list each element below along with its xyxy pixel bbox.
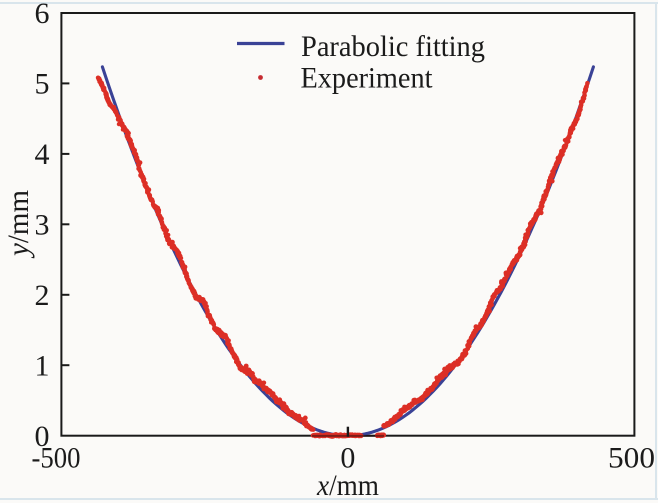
svg-text:6: 6 bbox=[35, 0, 50, 30]
svg-text:4: 4 bbox=[35, 138, 50, 171]
svg-text:500: 500 bbox=[608, 441, 655, 474]
svg-text:-500: -500 bbox=[32, 441, 81, 474]
svg-text:5: 5 bbox=[35, 68, 50, 101]
svg-text:Experiment: Experiment bbox=[301, 62, 434, 95]
svg-text:y/mm: y/mm bbox=[2, 190, 35, 259]
svg-text:1: 1 bbox=[35, 349, 50, 382]
svg-text:Parabolic fitting: Parabolic fitting bbox=[301, 30, 485, 63]
svg-text:2: 2 bbox=[35, 279, 50, 312]
svg-text:0: 0 bbox=[35, 420, 50, 453]
svg-text:0: 0 bbox=[340, 441, 355, 474]
svg-text:3: 3 bbox=[35, 209, 50, 242]
svg-text:x/mm: x/mm bbox=[316, 469, 379, 502]
